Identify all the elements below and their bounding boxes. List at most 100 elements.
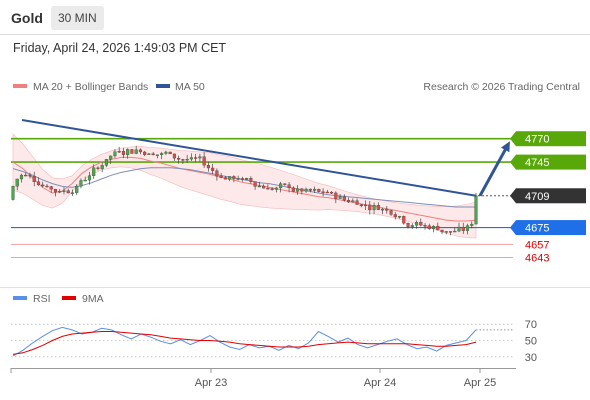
- bollinger-band-area: [12, 133, 477, 239]
- candle-body: [283, 183, 287, 185]
- candle-body: [66, 190, 70, 194]
- price-label-4643: 4643: [525, 253, 549, 265]
- price-label-4709: 4709: [525, 191, 549, 203]
- candle-body: [96, 167, 100, 169]
- candle-body: [19, 174, 24, 180]
- rsi-tick-label-50: 50: [525, 336, 537, 348]
- projection-arrow-head: [500, 141, 510, 153]
- rsi-tick-label-70: 70: [525, 319, 537, 331]
- candle-body: [448, 231, 453, 233]
- chart-header: Gold 30 MIN: [0, 0, 590, 36]
- candle-body: [168, 151, 172, 155]
- candle-body: [219, 175, 223, 178]
- rsi-tick-label-30: 30: [525, 352, 537, 364]
- candle-body: [376, 205, 380, 210]
- candle-body: [355, 200, 359, 205]
- candle-body: [215, 170, 219, 177]
- candle-body: [15, 178, 19, 187]
- candle-body: [232, 176, 236, 179]
- candle-body: [338, 196, 342, 199]
- candle-body: [62, 190, 66, 192]
- candle-body: [79, 180, 83, 187]
- candle-body: [249, 177, 253, 182]
- price-label-pointer-4709: [510, 188, 516, 204]
- price-label-4657: 4657: [525, 239, 549, 251]
- candle-body: [194, 157, 198, 159]
- rsi-line: [12, 326, 477, 357]
- descending-trendline: [21, 119, 477, 197]
- candle-body: [75, 185, 79, 193]
- candle-body: [181, 159, 185, 161]
- rsi-pane: 70 50 30: [11, 319, 537, 364]
- candle-body: [245, 177, 249, 180]
- candle-body: [257, 185, 261, 188]
- candle-body: [185, 158, 189, 161]
- candle-body: [177, 157, 181, 160]
- candle-body: [296, 188, 300, 192]
- candle-body: [385, 208, 389, 211]
- candle-body: [381, 208, 385, 211]
- candle-body: [130, 149, 134, 154]
- candle-body: [126, 149, 130, 155]
- candle-body: [147, 153, 151, 155]
- candle-body: [155, 154, 159, 156]
- candle-body: [262, 185, 266, 189]
- candle-body: [461, 226, 465, 231]
- price-label-pointer-4675: [510, 220, 516, 236]
- candle-body: [321, 191, 325, 193]
- candle-body: [151, 153, 155, 155]
- candle-body: [143, 151, 147, 155]
- candle-body: [117, 151, 121, 153]
- price-label-box-4709: [516, 188, 586, 204]
- candle-body: [453, 230, 457, 233]
- ma50-legend-swatch: [156, 84, 170, 88]
- candle-body: [253, 181, 257, 187]
- timeframe-badge[interactable]: 30 MIN: [51, 6, 104, 30]
- candle-body: [351, 200, 355, 203]
- credit-label: Research © 2026 Trading Central: [423, 81, 580, 93]
- price-label-box-4675: [516, 220, 586, 236]
- candle-body: [138, 149, 142, 153]
- price-label-pointer-4745: [510, 154, 516, 170]
- candle-body: [236, 178, 240, 180]
- candle-body: [427, 225, 431, 230]
- candle-body: [347, 199, 351, 203]
- candle-body: [160, 153, 164, 155]
- candle-body: [342, 196, 346, 201]
- candle-body: [189, 157, 193, 160]
- candle-body: [291, 187, 295, 192]
- price-label-box-4745: [516, 154, 586, 170]
- candle-body: [436, 225, 440, 231]
- candle-body: [202, 156, 206, 166]
- candle-body: [287, 184, 291, 189]
- candle-body: [58, 191, 62, 193]
- bollinger-band: [12, 133, 477, 239]
- candle-body: [206, 165, 210, 169]
- x-tick-label-3: Apr 25: [464, 377, 496, 389]
- candle-body: [70, 192, 75, 194]
- rsi-legend-label: RSI: [33, 293, 51, 305]
- candle-body: [325, 191, 329, 194]
- price-label-group: 4770 4745 4709 4675 4657 4643: [510, 131, 586, 265]
- ma20-legend-swatch: [13, 84, 27, 88]
- rsi-ma-legend-swatch: [62, 296, 76, 300]
- trendline-group: [21, 119, 510, 197]
- rsi-legend-swatch: [13, 296, 27, 300]
- candle-body: [28, 175, 32, 177]
- candle-body: [402, 216, 406, 224]
- candle-body: [198, 156, 202, 159]
- candle-body: [100, 165, 104, 169]
- ma20-legend-label: MA 20 + Bollinger Bands: [33, 81, 148, 93]
- candle-body: [83, 179, 87, 182]
- candle-body: [304, 188, 308, 192]
- candle-body: [414, 222, 419, 226]
- candle-body: [87, 175, 92, 181]
- candle-body: [223, 177, 227, 180]
- candle-body: [53, 189, 58, 193]
- candle-body: [228, 176, 232, 180]
- candle-body: [423, 225, 427, 227]
- candle-body: [134, 149, 138, 154]
- instrument-title: Gold: [11, 10, 43, 26]
- candle-body: [45, 185, 49, 188]
- candle-body: [431, 225, 436, 230]
